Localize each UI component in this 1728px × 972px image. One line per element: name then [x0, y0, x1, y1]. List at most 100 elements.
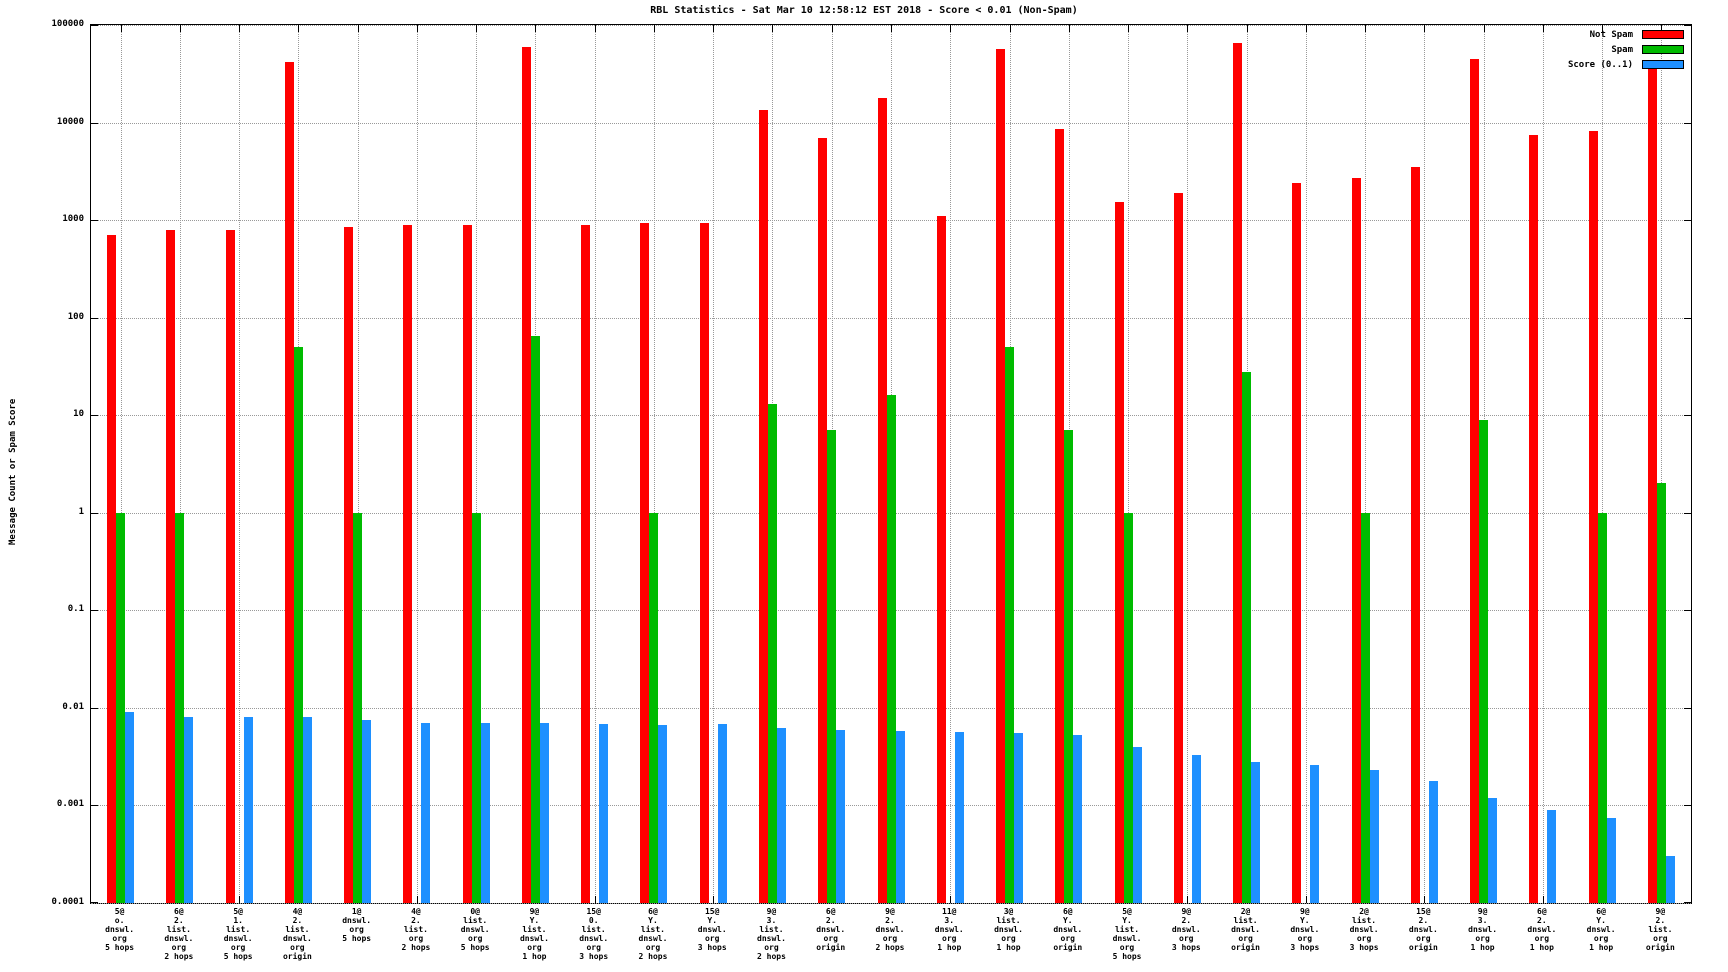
x-category-label-line: 2@ [1240, 907, 1251, 916]
v-gridline [179, 25, 181, 903]
x-category-label: 2@ list. dnswl. org 3 hops [1336, 907, 1392, 952]
y-axis-tick [91, 220, 98, 222]
x-category-label: 5@ o. dnswl. org 5 hops [92, 907, 148, 952]
bar-score-0-1 [184, 717, 194, 903]
bar-not-spam [462, 224, 472, 903]
x-category-label-line: 9@ [1299, 907, 1310, 916]
x-category-label-line: org [1534, 934, 1550, 943]
x-category-label-line: list. [640, 925, 665, 934]
x-category-label-line: org [349, 925, 364, 934]
bar-not-spam [1055, 129, 1065, 903]
x-category-label-line: 1 hop [1589, 943, 1614, 952]
x-axis-tick [713, 25, 715, 32]
x-category-label-line: 1. [233, 916, 243, 925]
x-category-label-line: 6@ [174, 907, 184, 916]
bar-not-spam [107, 235, 117, 903]
x-axis-tick [1483, 25, 1485, 32]
x-axis-tick [1068, 25, 1070, 32]
bar-not-spam [996, 48, 1006, 903]
y-axis-tick [91, 317, 98, 319]
y-tick-label: 100000 [51, 19, 84, 29]
x-category-label-line: list. [463, 916, 488, 925]
bar-spam [471, 512, 481, 903]
x-axis-tick [1542, 25, 1544, 32]
x-axis-tick [950, 25, 952, 32]
x-axis-tick [891, 25, 892, 32]
x-category-label-line: org [230, 943, 246, 952]
x-category-label-line: 5 hops [342, 934, 372, 943]
bar-score-0-1 [1073, 734, 1083, 903]
x-category-label: 6@ Y. list. dnswl. org 2 hops [625, 907, 681, 961]
x-category-label-line: 2. [1655, 916, 1666, 925]
y-axis-tick [91, 707, 98, 709]
x-category-label-line: dnswl. [875, 925, 905, 934]
x-category-label-line: 5@ [233, 907, 243, 916]
x-category-label-line: 2 hops [875, 943, 905, 952]
x-category-label-line: list. [581, 925, 606, 934]
y-axis-tick [1684, 220, 1691, 222]
x-category-label-line: org [112, 934, 127, 943]
x-category-label-line: origin [282, 952, 312, 961]
h-gridline [91, 903, 1691, 904]
x-category-label-line: dnswl. [342, 916, 372, 925]
bar-not-spam [521, 46, 531, 903]
bar-spam [175, 512, 185, 903]
x-category-label-line: 2. [1181, 916, 1192, 925]
y-tick-label: 100 [67, 311, 84, 322]
bar-score-0-1 [1310, 764, 1320, 903]
y-axis-tick [1684, 610, 1691, 612]
y-tick-label: 0.0001 [51, 897, 84, 907]
v-gridline [357, 25, 359, 903]
bar-spam [116, 512, 126, 903]
x-category-label-line: dnswl. [1527, 925, 1557, 934]
bar-spam [649, 512, 659, 903]
bar-spam [1242, 371, 1252, 903]
v-gridline [1128, 25, 1130, 903]
x-category-label-line: dnswl. [1053, 925, 1083, 934]
x-category-label-line: dnswl. [1586, 925, 1616, 934]
legend: Not Spam Spam Score (0..1) [1568, 27, 1684, 72]
x-axis-tick [1602, 25, 1604, 32]
x-category-label-line: org [1238, 934, 1253, 943]
x-category-label: 6@ Y. dnswl. org origin [1040, 907, 1096, 952]
x-category-label-line: 3. [1477, 916, 1488, 925]
v-gridline [594, 25, 596, 903]
bar-spam [293, 347, 303, 903]
x-category-label-line: Y. [1596, 916, 1606, 925]
x-category-label-line: 1 hop [1529, 943, 1554, 952]
bar-score-0-1 [599, 724, 609, 903]
x-axis-tick [950, 896, 952, 903]
x-category-label: 6@ 2. dnswl. org origin [803, 907, 859, 952]
x-axis-tick [120, 25, 122, 32]
bar-score-0-1 [480, 723, 490, 903]
bar-not-spam [936, 216, 946, 903]
x-category-label-line: org [467, 934, 483, 943]
x-category-label-line: dnswl. [223, 934, 253, 943]
x-category-label-line: 2 hops [757, 952, 786, 961]
bar-score-0-1 [1251, 761, 1261, 903]
bar-score-0-1 [302, 717, 312, 903]
bar-spam [1005, 347, 1015, 903]
x-axis-tick [1128, 25, 1130, 32]
bar-not-spam [1292, 183, 1302, 903]
x-category-label: 11@ 3. dnswl. org 1 hop [921, 907, 977, 952]
x-category-label: 15@ 0. list. dnswl. org 3 hops [566, 907, 622, 961]
legend-item: Score (0..1) [1568, 57, 1684, 72]
v-gridline [1424, 25, 1426, 903]
v-gridline [1661, 25, 1663, 903]
x-category-label-line: origin [1645, 943, 1675, 952]
x-category-label-line: 0. [588, 916, 599, 925]
x-category-label-line: Y. [648, 916, 658, 925]
v-gridline [713, 25, 715, 903]
bar-score-0-1 [1428, 780, 1438, 903]
x-category-label-line: 3. [944, 916, 955, 925]
x-category-label-line: dnswl. [460, 925, 490, 934]
x-category-label-line: 1 hop [522, 952, 547, 961]
y-tick-label: 10 [73, 409, 84, 420]
bar-spam [1656, 483, 1666, 903]
bar-not-spam [166, 229, 176, 903]
x-category-label-line: dnswl. [579, 934, 609, 943]
bar-not-spam [403, 224, 413, 903]
y-tick-label: 10000 [56, 116, 84, 127]
